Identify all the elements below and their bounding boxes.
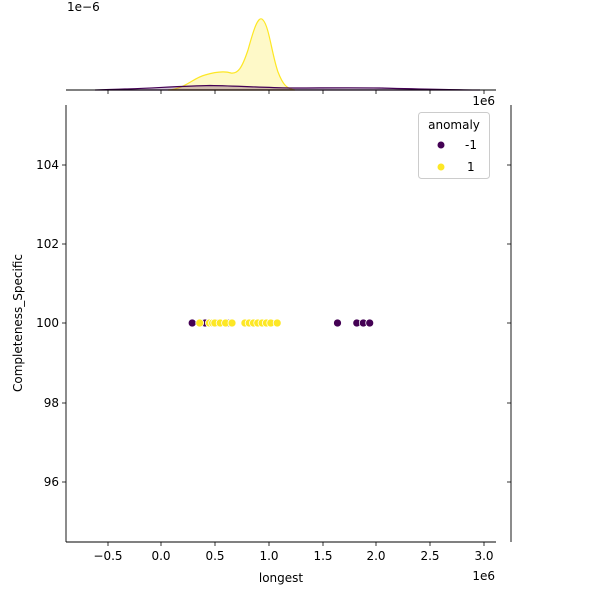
scatter-point: [333, 318, 342, 328]
y-tick-label: 100: [36, 316, 59, 330]
legend-label-neg1: -1: [465, 138, 477, 152]
legend-marker-1: [437, 163, 445, 171]
x-axis-label: longest: [259, 571, 304, 585]
legend: anomaly -1 1: [418, 112, 490, 179]
x-tick-label: −0.5: [93, 549, 122, 563]
y-tick-label: 96: [44, 475, 59, 489]
scatter-point: [187, 318, 197, 328]
legend-title: anomaly: [428, 118, 480, 132]
x-tick-labels: −0.5 0.0 0.5 1.0 1.5 2.0 2.5 3.0: [93, 549, 493, 563]
x-tick-label: 1.5: [313, 549, 332, 563]
y-ticks: [62, 164, 66, 483]
scatter-point: [195, 318, 205, 328]
x-tick-label: 0.0: [151, 549, 170, 563]
x-tick-label: 2.0: [366, 549, 385, 563]
main-axes: −0.5 0.0 0.5 1.0 1.5 2.0 2.5 3.0 longest…: [11, 105, 496, 585]
right-marginal: [507, 105, 512, 542]
x-tick-label: 2.5: [420, 549, 439, 563]
y-tick-labels: 104 102 100 98 96: [36, 158, 59, 489]
y-tick-label: 102: [36, 237, 59, 251]
y-tick-label: 98: [44, 396, 59, 410]
legend-marker-neg1: [437, 141, 445, 149]
x-tick-label: 1.0: [259, 549, 278, 563]
x-offset-text: 1e6: [472, 569, 495, 583]
kde-anomaly-1: [167, 18, 296, 91]
x-tick-label: 3.0: [474, 549, 493, 563]
top-marginal-x-offset-text: 1e6: [472, 94, 495, 108]
scatter-points: [187, 318, 375, 328]
x-ticks: [107, 542, 485, 546]
top-marginal-x-ticks: [107, 90, 485, 94]
scatter-point: [227, 318, 237, 328]
y-axis-label: Completeness_Specific: [11, 254, 25, 392]
x-tick-label: 0.5: [205, 549, 224, 563]
y-tick-label: 104: [36, 158, 59, 172]
right-marginal-y-ticks: [507, 164, 511, 483]
legend-label-1: 1: [467, 160, 475, 174]
scatter-point: [365, 318, 375, 328]
top-marginal-offset-text: 1e−6: [67, 0, 100, 14]
top-marginal: 1e−6 1e6: [66, 0, 496, 108]
kde-anomaly-neg1: [94, 84, 481, 91]
scatter-point: [272, 318, 282, 328]
